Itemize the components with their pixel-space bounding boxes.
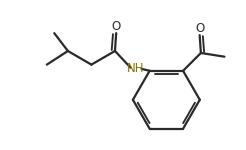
Text: O: O [112,20,121,33]
Text: NH: NH [127,62,145,75]
Text: O: O [195,22,204,35]
